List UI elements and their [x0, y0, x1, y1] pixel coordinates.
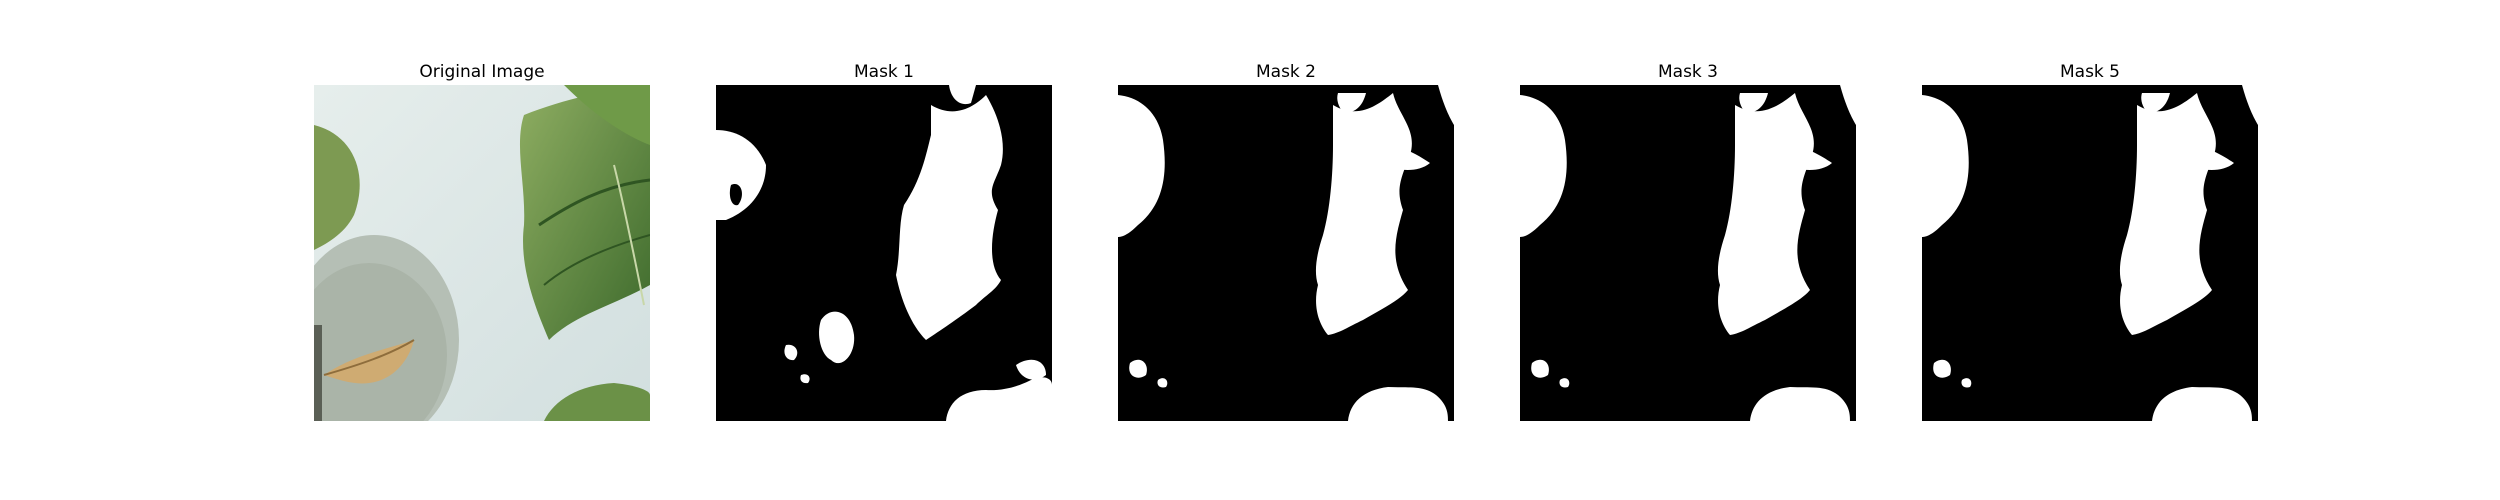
panel-mask-1: Mask 1: [716, 60, 1052, 421]
panel-title: Mask 3: [1657, 62, 1718, 82]
panel-title: Mask 1: [853, 62, 914, 82]
panel-title: Original Image: [419, 62, 545, 82]
mask-1-drawing: [716, 85, 1052, 421]
mask-3-image: [1520, 85, 1856, 421]
mask-3-drawing: [1520, 85, 1856, 421]
panel-original-image: Original Image: [314, 60, 650, 421]
mask-2-drawing: [1118, 85, 1454, 421]
panel-mask-5: Mask 5: [1922, 60, 2258, 421]
panel-mask-3: Mask 3: [1520, 60, 1856, 421]
mask-1-image: [716, 85, 1052, 421]
panel-title: Mask 2: [1255, 62, 1316, 82]
panel-mask-2: Mask 2: [1118, 60, 1454, 421]
original-photo-drawing: [314, 85, 650, 421]
mask-5-drawing: [1922, 85, 2258, 421]
mask-5-image: [1922, 85, 2258, 421]
panel-title: Mask 5: [2059, 62, 2120, 82]
original-image: [314, 85, 650, 421]
mask-2-image: [1118, 85, 1454, 421]
